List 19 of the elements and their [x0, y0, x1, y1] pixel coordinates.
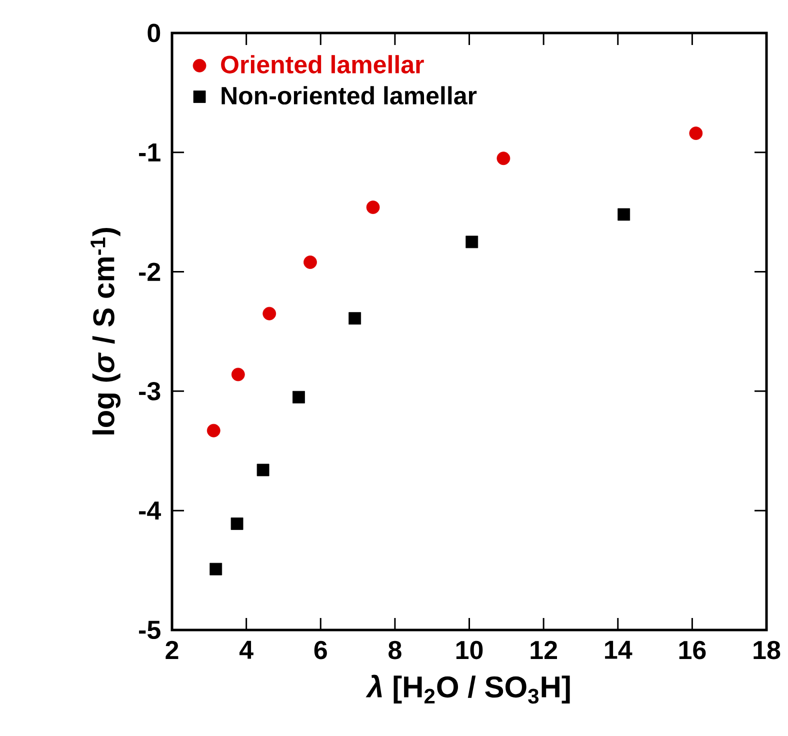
y-tick-label: -1 — [139, 143, 160, 162]
x-tick-label: 14 — [605, 640, 632, 659]
x-tick-label: 10 — [456, 640, 483, 660]
x-tick-label: 18 — [754, 640, 780, 660]
x-tick-label: 12 — [530, 640, 557, 660]
legend-label: Oriented lamellar — [221, 55, 424, 74]
y-axis-title: log (σ / S cm$^{-1}$) — [90, 228, 120, 434]
y-tick-label: -5 — [139, 620, 160, 640]
x-tick-label: 2 — [166, 640, 178, 660]
x-axis-title: λ [H$_{2}$O / SO$_{3}$H] — [366, 674, 570, 704]
y-tick-label: -2 — [139, 262, 160, 281]
x-tick-label: 4 — [239, 640, 254, 659]
y-tick-label: -4 — [139, 502, 162, 520]
legend-label: Non-oriented lamellar — [222, 86, 477, 105]
x-tick-label: 16 — [679, 640, 706, 660]
y-tick-label: -3 — [139, 382, 160, 400]
x-tick-label: 8 — [388, 640, 402, 660]
y-tick-label: 0 — [148, 24, 160, 42]
x-tick-label: 6 — [314, 640, 327, 660]
